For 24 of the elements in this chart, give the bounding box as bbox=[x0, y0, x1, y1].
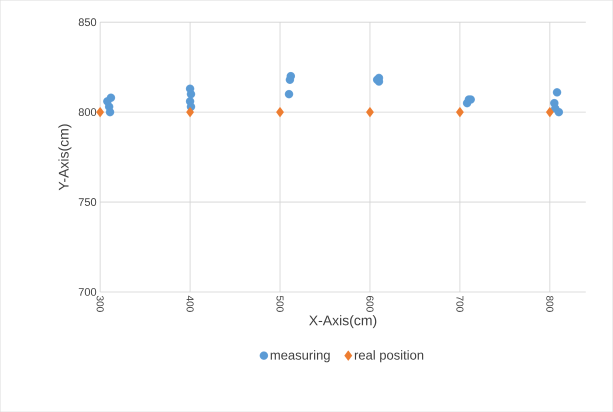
x-tick-label: 300 bbox=[96, 296, 104, 312]
point bbox=[366, 106, 374, 118]
point bbox=[546, 106, 554, 118]
point bbox=[106, 93, 116, 102]
point bbox=[96, 106, 104, 118]
x-tick-label: 400 bbox=[186, 296, 194, 312]
legend-label: real position bbox=[354, 350, 424, 362]
y-tick-label: 700 bbox=[78, 288, 96, 296]
x-tick-label: 700 bbox=[456, 296, 464, 312]
point bbox=[284, 90, 294, 98]
point bbox=[456, 106, 464, 118]
y-tick-label: 800 bbox=[78, 108, 96, 116]
x-tick-label: 500 bbox=[276, 296, 284, 312]
y-axis-title: Y-Axis(cm) bbox=[58, 124, 72, 190]
x-tick-label: 600 bbox=[366, 296, 374, 312]
x-tick-label: 800 bbox=[546, 296, 554, 312]
y-tick-label: 750 bbox=[78, 198, 96, 206]
point bbox=[552, 88, 562, 96]
y-tick-label: 850 bbox=[78, 18, 96, 26]
legend-label: measuring bbox=[270, 350, 330, 362]
point bbox=[551, 104, 560, 113]
point bbox=[186, 106, 194, 118]
x-axis-title: X-Axis(cm) bbox=[309, 315, 376, 328]
point bbox=[276, 106, 284, 118]
